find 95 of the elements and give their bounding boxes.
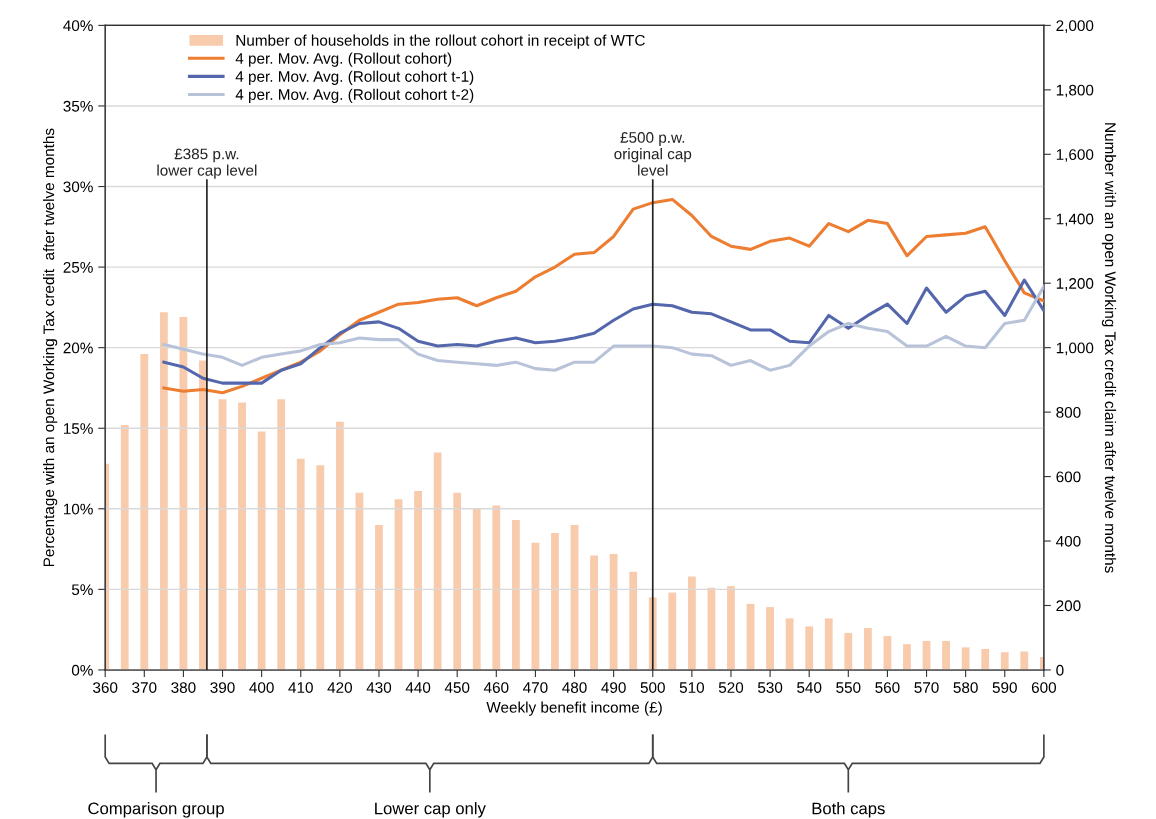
line-series [162, 197, 1044, 395]
line-series [162, 284, 1044, 372]
x-tick-label: 380 [171, 682, 196, 693]
bar [844, 632, 853, 670]
y2-tick-label: 1,800 [1056, 84, 1094, 98]
bar [511, 520, 520, 670]
y2-tick-label: 1,400 [1056, 213, 1094, 227]
text: Both caps [812, 802, 885, 818]
y-tick-label: 40% [63, 20, 93, 32]
bar [785, 618, 794, 670]
bar [1020, 651, 1029, 670]
y2-tick-label: 0 [1056, 664, 1064, 676]
y2-tick-label: 2,000 [1056, 20, 1094, 33]
text: Lower cap only [375, 802, 486, 818]
x-tick-label: 510 [679, 682, 705, 693]
x-axis-title: Weekly benefit income (£) [486, 701, 662, 716]
bar [961, 647, 970, 670]
bar [492, 505, 501, 670]
x-tick-label: 400 [249, 682, 274, 693]
bar [687, 576, 696, 670]
bar [863, 628, 872, 670]
x-tick-label: 520 [718, 682, 744, 693]
bar [609, 553, 618, 670]
bar [257, 431, 266, 670]
bar [551, 532, 559, 670]
x-tick-label: 360 [93, 682, 118, 693]
bar [296, 458, 305, 670]
bar [629, 571, 638, 670]
x-tick-label: 570 [914, 682, 939, 693]
bar [824, 618, 833, 670]
y-tick-label: 20% [63, 342, 93, 354]
bar [1000, 652, 1009, 670]
x-tick-label: 430 [366, 682, 392, 693]
x-tick-label: 540 [797, 682, 822, 693]
legend-label: Number of households in the rollout cohort in receipt of WTC [236, 34, 645, 49]
bar [414, 491, 422, 670]
x-tick-label: 580 [953, 682, 978, 693]
y2-tick-label: 200 [1056, 600, 1081, 612]
x-tick-label: 530 [757, 682, 783, 693]
bar [942, 640, 950, 670]
bar [433, 452, 442, 670]
x-tick-label: 440 [405, 682, 431, 693]
y-tick-label: 10% [63, 503, 93, 515]
bar [453, 492, 462, 670]
bar [277, 399, 286, 670]
ref-line-label: £385 p.w. lower cap level [157, 148, 257, 179]
x-tick-label: 500 [640, 682, 665, 693]
bar [805, 626, 814, 670]
x-tick-label: 480 [562, 682, 587, 693]
x-tick-label: 410 [288, 682, 313, 693]
text: Comparison group [88, 802, 224, 818]
bar [375, 524, 383, 670]
y-tick-label: 30% [63, 181, 93, 193]
x-tick-label: 390 [210, 682, 235, 693]
y2-tick-label: 400 [1056, 535, 1081, 547]
bar [766, 607, 774, 670]
legend-label: 4 per. Mov. Avg. (Rollout cohort t-2) [235, 88, 474, 103]
x-tick-label: 490 [601, 682, 626, 693]
x-tick-label: 560 [875, 682, 900, 693]
bar [159, 312, 168, 670]
y-tick-label: 15% [63, 423, 93, 434]
bar [316, 465, 325, 670]
bar [140, 354, 149, 670]
y-tick-label: 0% [71, 664, 93, 676]
x-tick-label: 450 [444, 682, 470, 693]
bar [472, 508, 481, 670]
bar [727, 586, 735, 670]
y-tick-label: 5% [71, 584, 93, 596]
y2-tick-label: 600 [1056, 471, 1081, 483]
y2-tick-label: 1,200 [1056, 278, 1094, 291]
x-tick-label: 550 [836, 682, 861, 693]
bar [120, 425, 129, 670]
x-tick-label: 370 [132, 682, 157, 693]
legend-label: 4 per. Mov. Avg. (Rollout cohort) [235, 52, 452, 67]
bar [981, 648, 990, 670]
bar [335, 421, 344, 670]
bar [668, 592, 677, 670]
y2-tick-label: 1,600 [1056, 149, 1094, 162]
y-axis-title: Percentage with an open Working Tax credit after twelve months [43, 128, 58, 567]
y2-tick-label: 1,000 [1056, 342, 1094, 356]
x-tick-label: 600 [1031, 682, 1057, 693]
x-tick-label: 460 [483, 682, 509, 693]
legend-label: 4 per. Mov. Avg. (Rollout cohort t-1) [235, 70, 474, 85]
bar [238, 402, 246, 670]
ref-line-label: £500 p.w. original cap level [614, 132, 692, 176]
x-tick-label: 590 [992, 682, 1017, 693]
bar [590, 555, 598, 670]
bar [903, 644, 911, 670]
y2-axis-title: Number with an open Working Tax credit claim after twelve months [1101, 123, 1117, 573]
x-tick-label: 470 [523, 682, 548, 693]
y-tick-label: 35% [63, 100, 93, 112]
line-series [162, 278, 1044, 385]
y-tick-label: 25% [63, 261, 93, 273]
x-tick-label: 420 [327, 682, 353, 693]
y2-tick-label: 800 [1056, 406, 1081, 418]
